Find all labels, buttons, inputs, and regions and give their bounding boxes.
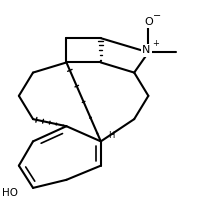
Text: HO: HO: [2, 188, 18, 198]
Text: H: H: [108, 131, 114, 140]
Text: N: N: [142, 45, 151, 55]
Text: +: +: [153, 39, 160, 48]
Text: O: O: [144, 17, 153, 27]
Text: −: −: [153, 11, 161, 21]
